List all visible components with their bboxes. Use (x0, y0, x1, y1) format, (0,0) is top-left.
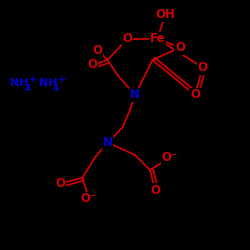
Text: NH: NH (39, 78, 57, 88)
Text: +: + (30, 75, 38, 85)
Text: O: O (198, 61, 207, 74)
Text: 4: 4 (53, 84, 59, 93)
Text: O: O (122, 32, 132, 45)
Text: OH: OH (155, 8, 175, 22)
Text: +: + (58, 75, 66, 85)
Text: O: O (190, 88, 200, 102)
Text: O: O (88, 58, 98, 71)
Text: O: O (55, 177, 65, 190)
Text: O: O (150, 184, 160, 196)
Text: O⁻: O⁻ (80, 192, 97, 205)
Text: 4: 4 (24, 84, 30, 93)
Text: Fe: Fe (150, 32, 165, 45)
Text: NH: NH (10, 78, 29, 88)
Text: N: N (130, 88, 140, 102)
Text: O⁻: O⁻ (162, 151, 178, 164)
Text: O: O (175, 41, 185, 54)
Text: N: N (102, 136, 113, 149)
Text: O: O (92, 44, 102, 57)
